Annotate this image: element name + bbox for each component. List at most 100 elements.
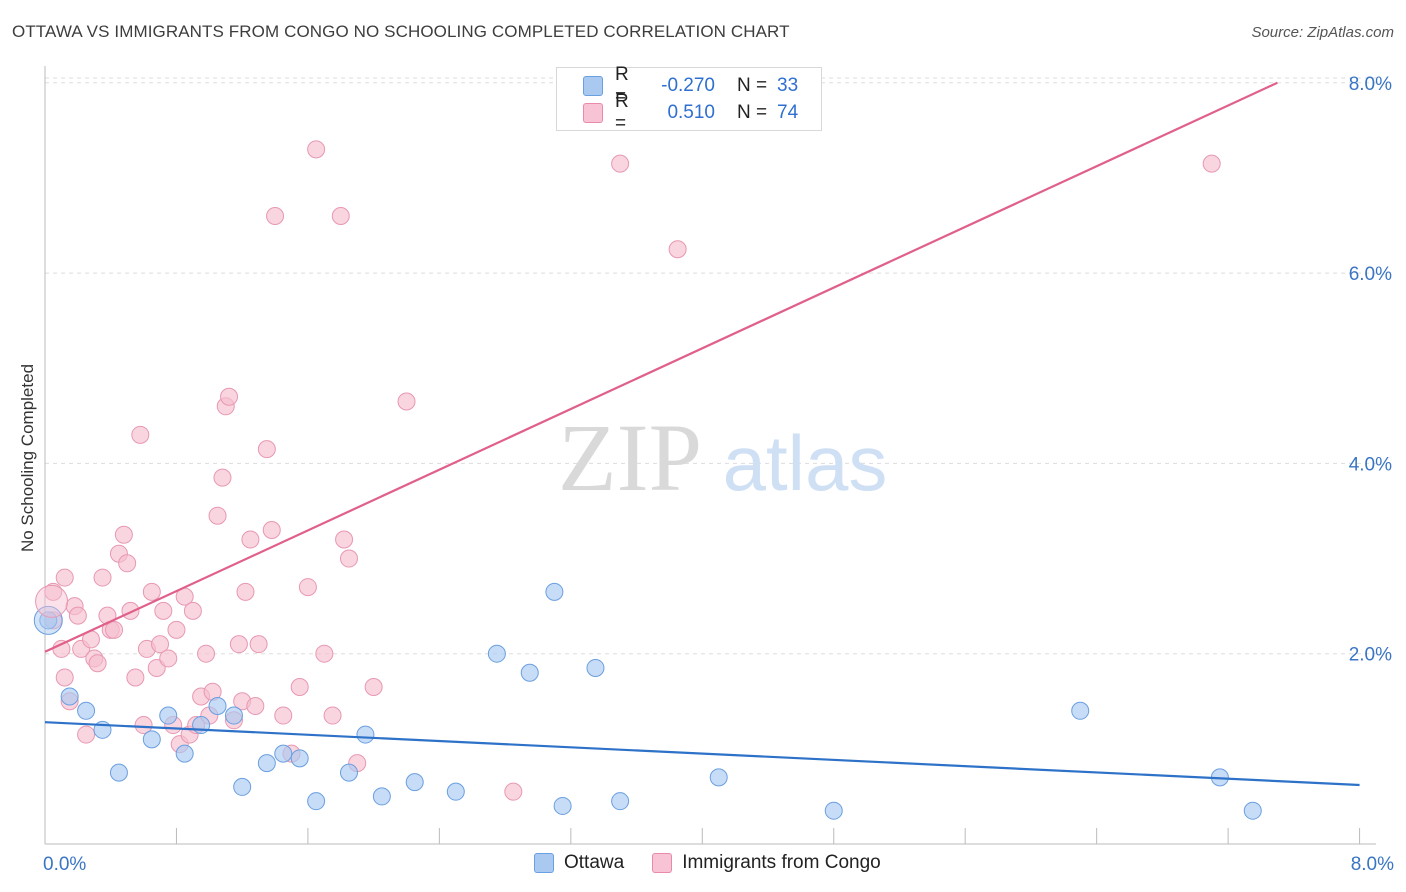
y-tick-label: 6.0% [1349, 264, 1392, 285]
congo-point [323, 706, 342, 725]
watermark-atlas: atlas [723, 419, 888, 507]
y-tick-label: 8.0% [1349, 74, 1392, 95]
congo-point [290, 677, 309, 696]
y-tick-label: 2.0% [1349, 645, 1392, 666]
congo-point [55, 568, 74, 587]
congo-point [142, 582, 161, 601]
congo-point [504, 782, 523, 801]
axis-layer [44, 66, 1376, 845]
ottawa-point [372, 787, 391, 806]
congo-point [121, 601, 140, 620]
legend-n-value: 74 [777, 102, 799, 123]
congo-point [93, 568, 112, 587]
ottawa-point [175, 744, 194, 763]
congo-point [262, 520, 281, 539]
tick-labels: 2.0% 4.0% 6.0% 8.0% 0.0% 8.0% [43, 74, 1394, 875]
ottawa-point [356, 725, 375, 744]
congo-point [134, 716, 153, 735]
ottawa-point [545, 582, 564, 601]
ottawa-point [1071, 701, 1090, 720]
x-tick-label: 8.0% [1351, 854, 1394, 875]
legend-item-ottawa[interactable]: Ottawa [534, 852, 624, 874]
ottawa-point [553, 796, 572, 815]
ottawa-point [487, 644, 506, 663]
legend-n-label: N = [737, 75, 768, 96]
legend-n-value: 33 [777, 75, 799, 96]
congo-point [213, 468, 232, 487]
congo-point [611, 154, 630, 173]
congo-point [208, 506, 227, 525]
legend-item-congo[interactable]: Immigrants from Congo [652, 852, 881, 874]
ottawa-point [405, 773, 424, 792]
congo-point [339, 549, 358, 568]
congo-point [159, 649, 178, 668]
ottawa-trend-line [44, 721, 1360, 787]
congo-point [397, 392, 416, 411]
congo-point [131, 425, 150, 444]
chart-title: OTTAWA VS IMMIGRANTS FROM CONGO NO SCHOO… [12, 22, 790, 41]
legend-swatch-ottawa [583, 76, 603, 96]
legend-n-label: N = [737, 102, 768, 123]
ottawa-point [224, 706, 243, 725]
congo-point [1202, 154, 1221, 173]
points-layer [33, 140, 1262, 820]
ottawa-point [233, 777, 252, 796]
congo-point [151, 635, 170, 654]
congo-point [44, 582, 63, 601]
congo-point [154, 601, 173, 620]
ottawa-point [159, 706, 178, 725]
congo-point [315, 644, 334, 663]
ottawa-point [60, 687, 79, 706]
legend-r-value: 0.510 [667, 102, 715, 123]
ottawa-point [824, 801, 843, 820]
grid-layer [45, 77, 1376, 655]
ottawa-point [709, 768, 728, 787]
congo-point [183, 601, 202, 620]
legend-swatch-ottawa [534, 853, 554, 873]
trend-layer [44, 81, 1360, 787]
legend-swatch-congo [652, 853, 673, 873]
congo-point [114, 525, 133, 544]
legend-r-label: R = [615, 91, 629, 134]
ottawa-point [257, 754, 276, 773]
congo-point [77, 725, 96, 744]
congo-point [52, 639, 71, 658]
legend-label-congo: Immigrants from Congo [682, 852, 881, 873]
ottawa-point [142, 730, 161, 749]
ottawa-point [339, 763, 358, 782]
congo-point [236, 582, 255, 601]
congo-point [167, 620, 186, 639]
ottawa-point [520, 663, 539, 682]
congo-point [668, 240, 687, 259]
congo-point [197, 644, 216, 663]
legend-r-value: -0.270 [661, 75, 715, 96]
y-axis-label: No Schooling Completed [18, 363, 37, 553]
watermark-zip: ZIP [558, 404, 702, 511]
legend-row-ottawa: R = -0.270 N = 33 [583, 64, 799, 107]
legend-r-label: R = [615, 64, 629, 107]
legend-swatch-congo [583, 103, 603, 123]
x-tick-label: 0.0% [43, 854, 86, 875]
congo-point [331, 206, 350, 225]
congo-point [274, 706, 293, 725]
series-legend: Ottawa Immigrants from Congo [534, 852, 909, 874]
congo-point [241, 530, 260, 549]
congo-point [364, 677, 383, 696]
ottawa-point [611, 792, 630, 811]
ottawa-point [586, 658, 605, 677]
ottawa-point [290, 749, 309, 768]
congo-point [266, 206, 285, 225]
congo-point [68, 606, 87, 625]
congo-point [298, 578, 317, 597]
source-note: Source: ZipAtlas.com [1251, 24, 1394, 41]
ottawa-point [1243, 801, 1262, 820]
congo-point [55, 668, 74, 687]
legend-label-ottawa: Ottawa [564, 852, 625, 873]
ottawa-point [307, 792, 326, 811]
congo-point [335, 530, 354, 549]
ottawa-point [274, 744, 293, 763]
congo-point [118, 554, 137, 573]
congo-point [229, 635, 248, 654]
congo-point [246, 697, 265, 716]
